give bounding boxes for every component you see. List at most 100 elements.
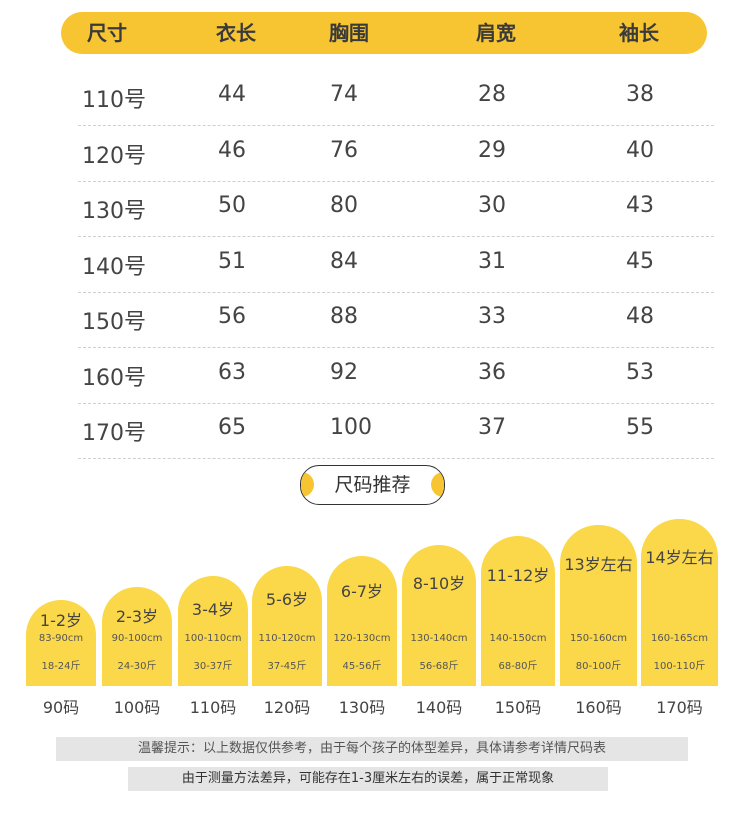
size-card: 3-4岁 100-110cm 30-37斤 bbox=[178, 576, 248, 686]
size-card: 1-2岁 83-90cm 18-24斤 bbox=[26, 600, 96, 686]
table-row: 170号 65 100 37 55 bbox=[78, 403, 714, 459]
card-weight: 100-110斤 bbox=[653, 661, 706, 672]
card-age: 11-12岁 bbox=[486, 566, 550, 585]
card-height: 90-100cm bbox=[111, 633, 163, 644]
header-shoulder: 肩宽 bbox=[476, 21, 516, 45]
table-cell: 140号 bbox=[82, 254, 146, 280]
table-cell: 84 bbox=[330, 248, 358, 274]
table-cell: 74 bbox=[330, 82, 358, 107]
card-age: 6-7岁 bbox=[340, 582, 384, 601]
row-divider bbox=[78, 402, 714, 404]
card-weight: 24-30斤 bbox=[117, 661, 157, 672]
card-age: 2-3岁 bbox=[115, 607, 159, 626]
row-divider bbox=[78, 236, 714, 237]
card-height: 130-140cm bbox=[410, 633, 468, 644]
card-size-code: 140码 bbox=[415, 698, 463, 717]
card-size-code: 150码 bbox=[494, 698, 542, 717]
table-row: 150号 56 88 33 48 bbox=[78, 292, 714, 348]
table-cell: 160号 bbox=[82, 365, 146, 391]
table-cell: 48 bbox=[626, 304, 654, 329]
header-size: 尺寸 bbox=[87, 21, 127, 45]
tip-note: 温馨提示：以上数据仅供参考，由于每个孩子的体型差异，具体请参考详情尺码表 bbox=[56, 737, 688, 761]
size-card: 11-12岁 140-150cm 68-80斤 bbox=[481, 536, 555, 686]
table-cell: 76 bbox=[330, 137, 358, 163]
table-cell: 50 bbox=[218, 193, 246, 218]
card-size-code: 100码 bbox=[113, 698, 161, 717]
card-height: 120-130cm bbox=[333, 633, 391, 644]
table-cell: 45 bbox=[626, 248, 654, 274]
card-age: 8-10岁 bbox=[412, 574, 466, 593]
card-weight: 80-100斤 bbox=[575, 661, 622, 672]
card-height: 160-165cm bbox=[650, 633, 709, 644]
table-row: 130号 50 80 30 43 bbox=[78, 181, 714, 237]
card-height: 83-90cm bbox=[38, 633, 84, 644]
table-cell: 37 bbox=[478, 415, 506, 440]
table-cell: 51 bbox=[218, 248, 246, 274]
table-cell: 88 bbox=[330, 304, 358, 329]
row-divider bbox=[78, 347, 714, 348]
card-size-code: 90码 bbox=[42, 698, 80, 717]
card-age: 14岁左右 bbox=[645, 548, 714, 567]
table-cell: 33 bbox=[478, 304, 506, 329]
table-cell: 80 bbox=[330, 193, 358, 218]
row-divider bbox=[78, 180, 714, 182]
card-weight: 18-24斤 bbox=[41, 661, 81, 672]
row-divider bbox=[78, 291, 714, 293]
card-height: 140-150cm bbox=[489, 633, 547, 644]
table-row: 110号 44 74 28 38 bbox=[78, 70, 714, 126]
size-card: 5-6岁 110-120cm 37-45斤 bbox=[252, 566, 322, 686]
table-cell: 38 bbox=[626, 82, 654, 107]
card-height: 110-120cm bbox=[258, 633, 316, 644]
size-table-header: 尺寸 衣长 胸围 肩宽 袖长 bbox=[61, 12, 707, 54]
table-cell: 31 bbox=[478, 248, 506, 274]
size-recommendation-title: 尺码推荐 bbox=[300, 465, 445, 505]
title-cap-right bbox=[431, 472, 444, 497]
table-cell: 130号 bbox=[82, 199, 146, 224]
recommend-title-text: 尺码推荐 bbox=[334, 474, 411, 496]
card-weight: 30-37斤 bbox=[193, 661, 233, 672]
card-size-code: 170码 bbox=[656, 698, 703, 717]
table-cell: 120号 bbox=[82, 143, 146, 169]
card-size-code: 130码 bbox=[338, 698, 386, 717]
table-cell: 55 bbox=[626, 415, 654, 440]
card-size-code: 120码 bbox=[263, 698, 311, 717]
card-age: 13岁左右 bbox=[564, 555, 633, 574]
header-chest: 胸围 bbox=[329, 21, 369, 45]
table-cell: 29 bbox=[478, 137, 506, 163]
table-cell: 63 bbox=[218, 359, 246, 385]
table-cell: 110号 bbox=[82, 88, 146, 113]
card-size-code: 110码 bbox=[189, 698, 237, 717]
table-cell: 53 bbox=[626, 359, 654, 385]
card-weight: 37-45斤 bbox=[267, 661, 307, 672]
header-sleeve: 袖长 bbox=[619, 21, 659, 45]
title-cap-left bbox=[301, 472, 314, 497]
card-weight: 45-56斤 bbox=[342, 661, 382, 672]
table-cell: 92 bbox=[330, 359, 358, 385]
card-size-code: 160码 bbox=[575, 698, 622, 717]
card-age: 1-2岁 bbox=[39, 611, 83, 630]
header-length: 衣长 bbox=[216, 21, 256, 45]
table-cell: 46 bbox=[218, 137, 246, 163]
card-age: 5-6岁 bbox=[265, 590, 309, 609]
table-cell: 43 bbox=[626, 193, 654, 218]
table-cell: 40 bbox=[626, 137, 654, 163]
error-note: 由于测量方法差异，可能存在1-3厘米左右的误差，属于正常现象 bbox=[128, 767, 608, 791]
table-cell: 30 bbox=[478, 193, 506, 218]
size-card: 8-10岁 130-140cm 56-68斤 bbox=[402, 545, 476, 686]
table-row: 140号 51 84 31 45 bbox=[78, 237, 714, 293]
card-height: 150-160cm bbox=[569, 633, 628, 644]
row-divider bbox=[78, 125, 714, 126]
card-age: 3-4岁 bbox=[191, 600, 235, 619]
size-card: 6-7岁 120-130cm 45-56斤 bbox=[327, 556, 397, 686]
table-cell: 100 bbox=[330, 415, 372, 440]
table-cell: 44 bbox=[218, 82, 246, 107]
table-cell: 36 bbox=[478, 359, 506, 385]
table-cell: 28 bbox=[478, 82, 506, 107]
card-height: 100-110cm bbox=[184, 633, 242, 644]
row-divider bbox=[78, 458, 714, 459]
table-cell: 56 bbox=[218, 304, 246, 329]
card-weight: 56-68斤 bbox=[419, 661, 459, 672]
table-row: 160号 63 92 36 53 bbox=[78, 348, 714, 404]
table-cell: 65 bbox=[218, 415, 246, 440]
card-weight: 68-80斤 bbox=[498, 661, 538, 672]
